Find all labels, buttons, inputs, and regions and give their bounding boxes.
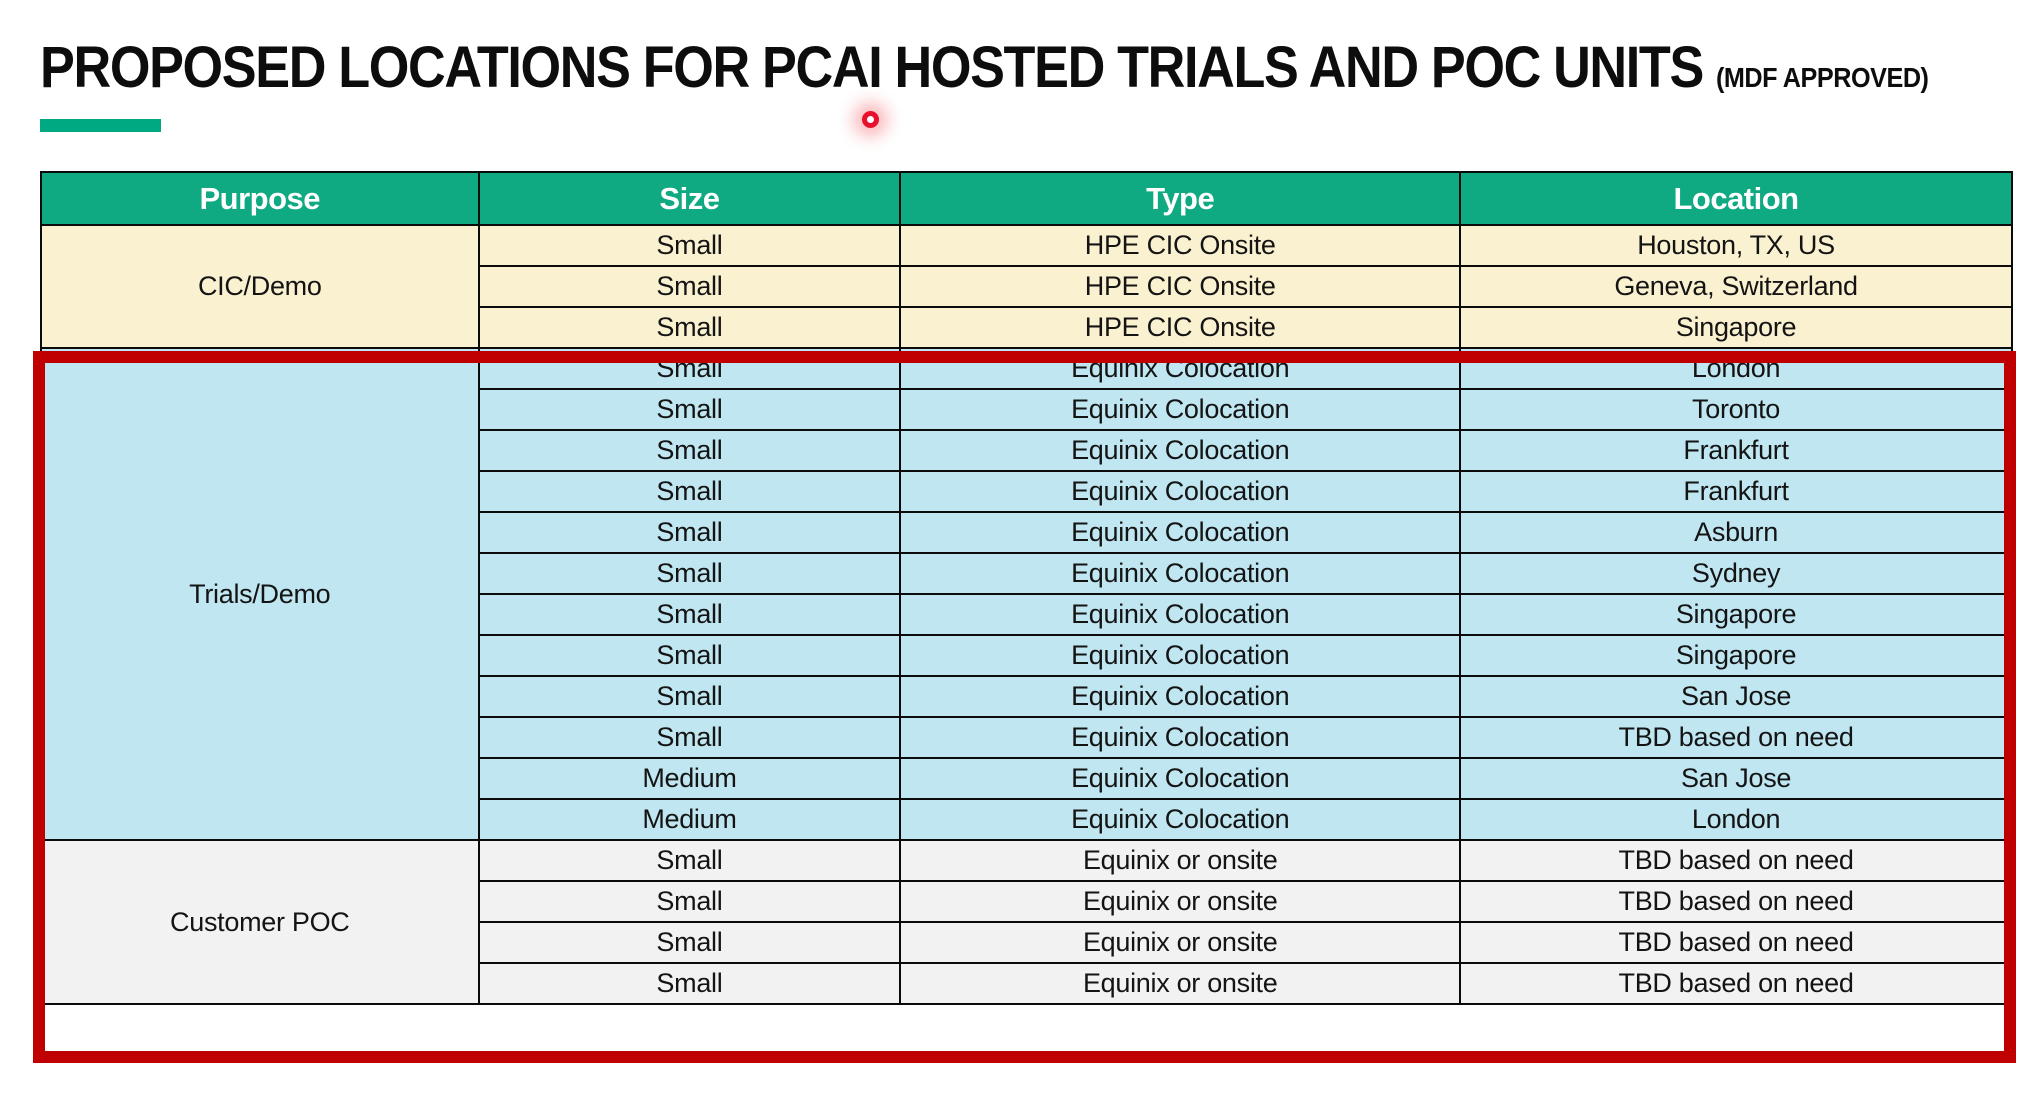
location-cell: Toronto [1459, 388, 2013, 431]
locations-table: Purpose Size Type Location CIC/Demo Small… [40, 171, 2013, 1005]
location-cell: London [1459, 798, 2013, 841]
table-row: Small Equinix Colocation Frankfurt [41, 429, 2013, 472]
location-cell: London [1459, 347, 2013, 390]
location-cell: Houston, TX, US [1459, 224, 2013, 267]
size-cell: Small [477, 511, 902, 554]
type-cell: HPE CIC Onsite [899, 265, 1462, 308]
column-header-location: Location [1459, 171, 2013, 226]
page-title-suffix: (MDF APPROVED) [1715, 62, 1929, 93]
size-cell: Small [477, 675, 902, 718]
title-accent-underline [40, 119, 161, 132]
location-cell: TBD based on need [1459, 839, 2013, 882]
location-cell: Sydney [1459, 552, 2013, 595]
location-cell: Asburn [1459, 511, 2013, 554]
purpose-cell: Trials/Demo [40, 347, 480, 841]
type-cell: Equinix or onsite [899, 839, 1462, 882]
size-cell: Small [477, 470, 902, 513]
size-cell: Small [477, 552, 902, 595]
purpose-cell: Customer POC [40, 839, 480, 1005]
location-cell: San Jose [1459, 757, 2013, 800]
location-cell: Singapore [1459, 306, 2013, 349]
table-row: Small HPE CIC Onsite Geneva, Switzerland [41, 265, 2013, 308]
table-row: Small Equinix Colocation Singapore [41, 634, 2013, 677]
size-cell: Small [477, 634, 902, 677]
type-cell: Equinix Colocation [899, 552, 1462, 595]
type-cell: Equinix Colocation [899, 593, 1462, 636]
size-cell: Small [477, 593, 902, 636]
table-header: Purpose Size Type Location [40, 171, 2013, 226]
type-cell: Equinix Colocation [899, 798, 1462, 841]
type-cell: Equinix Colocation [899, 757, 1462, 800]
location-cell: Singapore [1459, 634, 2013, 677]
type-cell: Equinix Colocation [899, 429, 1462, 472]
type-cell: Equinix Colocation [899, 388, 1462, 431]
size-cell: Small [477, 962, 902, 1005]
size-cell: Small [477, 880, 902, 923]
size-cell: Small [477, 921, 902, 964]
table-row: Customer POC Small Equinix or onsite TBD ba… [40, 839, 2013, 1005]
column-header-type: Type [899, 171, 1462, 226]
location-cell: Singapore [1459, 593, 2013, 636]
location-cell: Geneva, Switzerland [1459, 265, 2013, 308]
size-cell: Small [477, 716, 902, 759]
type-cell: Equinix or onsite [899, 921, 1462, 964]
location-cell: TBD based on need [1459, 962, 2013, 1005]
location-cell: TBD based on need [1459, 921, 2013, 964]
size-cell: Small [477, 429, 902, 472]
location-cell: Frankfurt [1459, 470, 2013, 513]
size-cell: Medium [477, 798, 902, 841]
location-cell: San Jose [1459, 675, 2013, 718]
location-cell: Frankfurt [1459, 429, 2013, 472]
page-title: PROPOSED LOCATIONS FOR PCAI HOSTED TRIAL… [40, 36, 1929, 100]
laser-pointer-dot [862, 111, 879, 128]
size-cell: Small [477, 347, 902, 390]
purpose-cell: CIC/Demo [40, 224, 480, 349]
table-row: Small HPE CIC Onsite Singapore [41, 306, 2013, 349]
type-cell: Equinix Colocation [899, 347, 1462, 390]
type-cell: Equinix or onsite [899, 880, 1462, 923]
page-title-text: PROPOSED LOCATIONS FOR PCAI HOSTED TRIAL… [40, 35, 1704, 100]
type-cell: Equinix or onsite [899, 962, 1462, 1005]
header-row: Purpose Size Type Location [40, 171, 2013, 226]
size-cell: Small [477, 388, 902, 431]
size-cell: Small [477, 306, 902, 349]
size-cell: Medium [477, 757, 902, 800]
table-body: CIC/Demo Small HPE CIC Onsite Houston, TX, … [40, 224, 2013, 1005]
location-cell: TBD based on need [1459, 716, 2013, 759]
table-row: CIC/Demo Small HPE CIC Onsite Houston, TX, … [40, 224, 2013, 349]
table-row: Trials/Demo Small Equinix Colocation London [40, 347, 2013, 841]
column-header-purpose: Purpose [40, 171, 480, 226]
size-cell: Small [477, 265, 902, 308]
location-cell: TBD based on need [1459, 880, 2013, 923]
table-row: Small Equinix or onsite TBD based on need [41, 921, 2013, 964]
size-cell: Small [477, 839, 902, 882]
column-header-size: Size [477, 171, 902, 226]
type-cell: Equinix Colocation [899, 675, 1462, 718]
type-cell: Equinix Colocation [899, 511, 1462, 554]
type-cell: Equinix Colocation [899, 634, 1462, 677]
size-cell: Small [477, 224, 902, 267]
table-row: Medium Equinix Colocation London [41, 798, 2013, 841]
type-cell: Equinix Colocation [899, 716, 1462, 759]
type-cell: HPE CIC Onsite [899, 306, 1462, 349]
table-row: Small Equinix Colocation Asburn [41, 511, 2013, 554]
type-cell: HPE CIC Onsite [899, 224, 1462, 267]
type-cell: Equinix Colocation [899, 470, 1462, 513]
